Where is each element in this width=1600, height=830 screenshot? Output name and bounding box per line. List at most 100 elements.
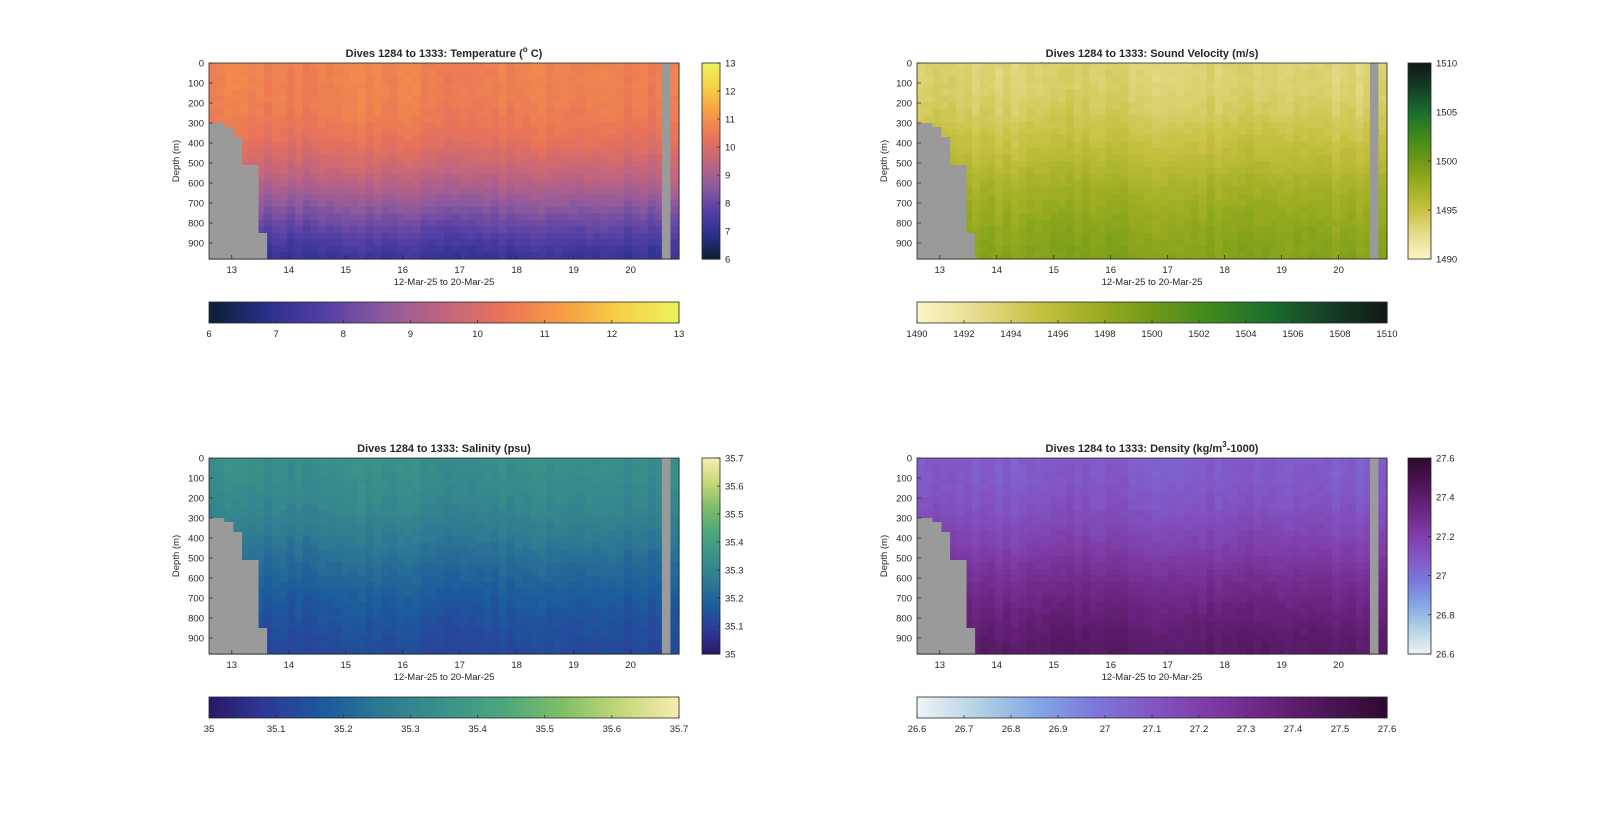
heatmap-cell [1050, 180, 1059, 188]
heatmap-cell [365, 206, 375, 214]
heatmap-cell [1058, 213, 1067, 221]
heatmap-cell [436, 180, 445, 188]
heatmap-cell [467, 69, 476, 77]
heatmap-cell [326, 180, 335, 188]
colorbar-segment [1022, 302, 1028, 323]
heatmap-cell [1042, 245, 1051, 254]
heatmap-cell [397, 523, 406, 531]
heatmap-cell [940, 102, 949, 110]
heatmap-cell [1159, 206, 1169, 214]
heatmap-cell [1332, 76, 1341, 84]
heatmap-cell [373, 180, 382, 188]
heatmap-cell [1332, 226, 1341, 234]
heatmap-cell [561, 69, 570, 77]
heatmap-cell [1120, 174, 1130, 182]
heatmap-cell [1214, 232, 1224, 240]
heatmap-cell [1152, 161, 1161, 169]
heatmap-cell [522, 226, 531, 234]
heatmap-cell [577, 108, 586, 116]
heatmap-cell [948, 69, 957, 77]
heatmap-cell [1300, 128, 1310, 136]
heatmap-cell [1167, 63, 1177, 71]
heatmap-cell [303, 549, 312, 557]
heatmap-cell [1285, 63, 1294, 71]
heatmap-cell [655, 167, 664, 175]
heatmap-cell [326, 108, 335, 116]
heatmap-cell [1332, 232, 1341, 240]
heatmap-cell [1018, 174, 1028, 182]
heatmap-cell [310, 464, 320, 472]
heatmap-cell [1324, 213, 1333, 221]
heatmap-cell [404, 180, 414, 188]
heatmap-cell [334, 575, 343, 583]
heatmap-cell [1081, 174, 1090, 182]
heatmap-cell [224, 490, 234, 498]
heatmap-cell [389, 562, 398, 570]
heatmap-cell [389, 232, 398, 240]
heatmap-cell [1175, 200, 1184, 208]
heatmap-cell [1183, 161, 1192, 169]
heatmap-cell [1253, 232, 1263, 240]
heatmap-cell [1191, 82, 1200, 90]
heatmap-cell [1089, 76, 1098, 84]
heatmap-cell [964, 206, 973, 214]
heatmap-cell [616, 180, 625, 188]
heatmap-cell [1175, 95, 1184, 103]
heatmap-cell [1042, 219, 1051, 227]
heatmap-cell [971, 82, 981, 90]
heatmap-cell [1167, 89, 1177, 97]
heatmap-cell [569, 147, 578, 156]
heatmap-cell [491, 121, 500, 129]
heatmap-cell [365, 187, 375, 195]
colorbar-segment [1408, 232, 1431, 236]
heatmap-cell [1246, 134, 1255, 142]
heatmap-cell [389, 627, 398, 635]
heatmap-cell [600, 193, 610, 201]
heatmap-cell [295, 542, 304, 551]
heatmap-cell [1159, 252, 1169, 260]
heatmap-cell [1120, 89, 1130, 97]
heatmap-cell [216, 76, 226, 84]
heatmap-cell [350, 595, 359, 603]
heatmap-cell [483, 154, 492, 162]
colorbar-segment [702, 249, 720, 253]
heatmap-cell [1058, 154, 1067, 162]
heatmap-cell [1238, 89, 1247, 97]
heatmap-cell [1253, 213, 1263, 221]
heatmap-cell [545, 95, 555, 103]
heatmap-cell [1128, 121, 1137, 129]
heatmap-cell [1152, 245, 1161, 254]
heatmap-cell [624, 134, 633, 142]
heatmap-cell [1159, 82, 1169, 90]
heatmap-cell [1065, 187, 1075, 195]
heatmap-cell [639, 206, 649, 214]
colorbar-segment [663, 302, 668, 323]
heatmap-cell [342, 569, 351, 577]
heatmap-cell [995, 232, 1004, 240]
heatmap-cell [1340, 147, 1349, 156]
heatmap-cell [271, 627, 281, 635]
heatmap-cell [444, 115, 453, 123]
colorbar-segment [1300, 302, 1306, 323]
heatmap-cell [553, 187, 563, 195]
heatmap-cell [1332, 89, 1341, 97]
heatmap-cell [350, 484, 359, 492]
heatmap-cell [1246, 147, 1255, 156]
heatmap-cell [248, 523, 257, 531]
heatmap-cell [592, 147, 602, 156]
heatmap-cell [1167, 95, 1177, 103]
heatmap-cell [483, 108, 492, 116]
heatmap-cell [357, 115, 367, 123]
heatmap-cell [1097, 69, 1106, 77]
heatmap-cell [1144, 147, 1153, 156]
heatmap-cell [271, 523, 281, 531]
heatmap-cell [1379, 63, 1388, 71]
heatmap-cell [263, 226, 273, 234]
heatmap-cell [357, 121, 367, 129]
heatmap-cell [365, 542, 375, 551]
heatmap-cell [483, 174, 492, 182]
heatmap-cell [1112, 193, 1122, 201]
colorbar-segment [1191, 302, 1196, 323]
heatmap-cell [1230, 161, 1239, 169]
heatmap-cell [444, 147, 453, 156]
